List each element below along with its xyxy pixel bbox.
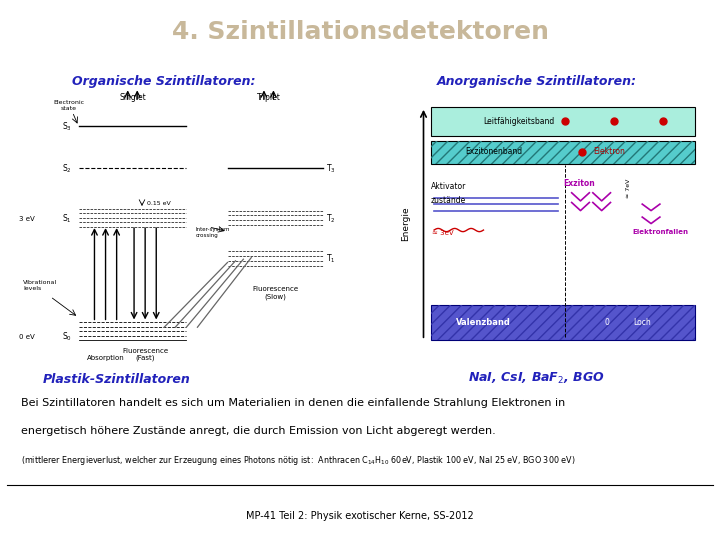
- Text: Elektron: Elektron: [593, 147, 625, 157]
- Text: (mittlerer Energieverlust, welcher zur Erzeugung eines Photons nötig ist:  Anthr: (mittlerer Energieverlust, welcher zur E…: [22, 454, 576, 467]
- Text: ≈ 3eV: ≈ 3eV: [432, 230, 454, 237]
- Text: Energie: Energie: [401, 206, 410, 241]
- Text: Anorganische Szintillatoren:: Anorganische Szintillatoren:: [436, 75, 636, 87]
- Bar: [431, 305, 696, 340]
- Text: Inter-system
crossing: Inter-system crossing: [196, 227, 230, 238]
- Text: 0.15 eV: 0.15 eV: [147, 201, 171, 206]
- Text: Elektronfallen: Elektronfallen: [632, 228, 688, 235]
- Text: Triplet: Triplet: [257, 93, 281, 102]
- Text: Plastik-Szintillatoren: Plastik-Szintillatoren: [42, 373, 191, 386]
- Text: S$_3$: S$_3$: [63, 120, 72, 133]
- Text: Electronic
state: Electronic state: [53, 100, 85, 111]
- Text: Organische Szintillatoren:: Organische Szintillatoren:: [73, 75, 256, 87]
- Text: T$_2$: T$_2$: [325, 212, 336, 225]
- Bar: [431, 305, 696, 340]
- Bar: [431, 141, 696, 164]
- Text: Bei Szintillatoren handelt es sich um Materialien in denen die einfallende Strah: Bei Szintillatoren handelt es sich um Ma…: [22, 397, 566, 408]
- Text: energetisch höhere Zustände anregt, die durch Emission von Licht abgeregt werden: energetisch höhere Zustände anregt, die …: [22, 426, 496, 436]
- Text: Aktivator: Aktivator: [431, 182, 466, 191]
- Bar: [431, 141, 696, 164]
- Text: Fluorescence
(Slow): Fluorescence (Slow): [252, 286, 298, 300]
- Text: 4. Szintillationsdetektoren: 4. Szintillationsdetektoren: [171, 21, 549, 44]
- Text: Singlet: Singlet: [119, 93, 146, 102]
- Text: T$_3$: T$_3$: [325, 162, 336, 175]
- Text: Exziton: Exziton: [563, 179, 595, 187]
- Text: S$_2$: S$_2$: [63, 162, 72, 175]
- Text: T$_1$: T$_1$: [325, 253, 336, 266]
- Text: ≈ 7eV: ≈ 7eV: [626, 178, 631, 198]
- Text: S$_0$: S$_0$: [62, 330, 72, 343]
- Text: NaI, CsI, BaF$_2$, BGO: NaI, CsI, BaF$_2$, BGO: [468, 370, 605, 386]
- Text: zustände: zustände: [431, 196, 466, 205]
- Text: Valenzband: Valenzband: [456, 318, 511, 327]
- Bar: [431, 107, 696, 136]
- Text: 0: 0: [605, 318, 609, 327]
- Text: 3 eV: 3 eV: [19, 215, 35, 222]
- Text: Absorption: Absorption: [86, 355, 125, 361]
- Text: Fluorescence
(Fast): Fluorescence (Fast): [122, 348, 168, 361]
- Text: 0 eV: 0 eV: [19, 334, 35, 340]
- Text: Loch: Loch: [634, 318, 651, 327]
- Text: MP-41 Teil 2: Physik exotischer Kerne, SS-2012: MP-41 Teil 2: Physik exotischer Kerne, S…: [246, 511, 474, 522]
- Text: S$_1$: S$_1$: [63, 212, 72, 225]
- Text: Leitfähigkeitsband: Leitfähigkeitsband: [483, 117, 554, 126]
- Text: Exzitonenband: Exzitonenband: [466, 147, 523, 157]
- Text: Vibrational
levels: Vibrational levels: [23, 280, 58, 291]
